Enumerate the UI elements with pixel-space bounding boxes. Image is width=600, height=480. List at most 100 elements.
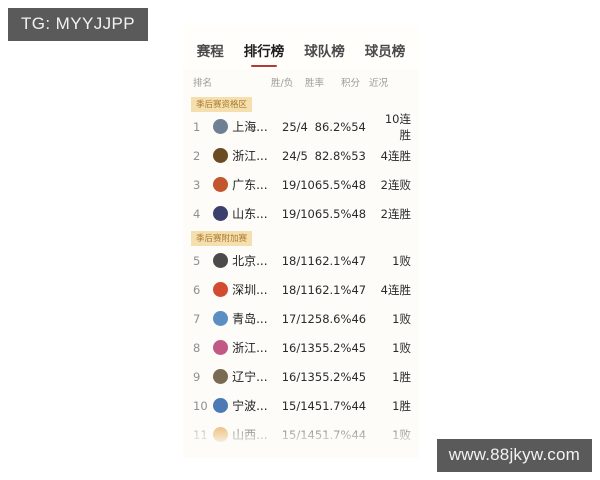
cell-recent-form: 4连胜 bbox=[380, 282, 411, 297]
table-row[interactable]: 5 北京... 18/11 62.1% 47 1败 bbox=[183, 246, 419, 275]
cell-points: 47 bbox=[351, 253, 367, 268]
cell-points: 45 bbox=[351, 369, 367, 384]
table-row[interactable]: 2 浙江... 24/5 82.8% 53 4连胜 bbox=[183, 141, 419, 170]
cell-recent-form: 2连胜 bbox=[375, 456, 411, 459]
tab-standings[interactable]: 排行榜 bbox=[244, 40, 285, 69]
cell-win-pct: 65.5% bbox=[314, 177, 352, 192]
team-logo-icon bbox=[211, 118, 229, 136]
telegram-handle-badge: TG: MYYJJPP bbox=[8, 8, 148, 41]
cell-team-name: 山西... bbox=[232, 428, 268, 442]
cell-team-name: 山东... bbox=[232, 207, 268, 221]
cell-points: 48 bbox=[351, 206, 367, 221]
cell-win-loss: 16/13 bbox=[281, 369, 315, 384]
header-recent: 近况 bbox=[369, 78, 389, 89]
cell-recent-form: 4连胜 bbox=[380, 148, 411, 163]
table-row[interactable]: 11 山西... 15/14 51.7% 44 1败 bbox=[183, 420, 419, 449]
cell-win-pct: 55.2% bbox=[314, 340, 352, 355]
cell-recent-form: 1败 bbox=[392, 253, 411, 268]
team-logo-icon bbox=[211, 147, 229, 165]
cell-points: 44 bbox=[351, 427, 367, 442]
cell-team-name: 广东... bbox=[232, 178, 268, 192]
cell-win-pct: 58.6% bbox=[314, 311, 352, 326]
cell-points: 45 bbox=[351, 340, 367, 355]
team-logo-icon bbox=[211, 397, 229, 415]
cell-win-loss: 13/16 bbox=[282, 457, 315, 459]
team-logo-icon bbox=[211, 205, 229, 223]
cell-win-loss: 18/11 bbox=[281, 282, 315, 297]
table-header: 排名 胜/负 胜率 积分 近况 bbox=[183, 69, 419, 94]
team-logo-icon bbox=[211, 176, 229, 194]
table-row[interactable]: 4 山东... 19/10 65.5% 48 2连胜 bbox=[183, 199, 419, 228]
header-win-pct: 胜率 bbox=[305, 78, 325, 89]
cell-recent-form: 1败 bbox=[392, 427, 411, 442]
cell-win-loss: 17/12 bbox=[281, 311, 315, 326]
divider-playoff-qualify: 季后赛资格区 bbox=[191, 97, 253, 112]
cell-recent-form: 10连胜 bbox=[384, 111, 411, 142]
table-row[interactable]: 1 上海... 25/4 86.2% 54 10连胜 bbox=[183, 111, 419, 142]
cell-team-name: 深圳... bbox=[232, 283, 268, 297]
cell-win-pct: 62.1% bbox=[314, 253, 352, 268]
cell-rank: 11 bbox=[193, 427, 208, 442]
cell-win-loss: 19/10 bbox=[281, 177, 315, 192]
cell-win-loss: 24/5 bbox=[282, 148, 308, 163]
cell-win-pct: 44.8% bbox=[315, 457, 352, 459]
cell-points: 46 bbox=[351, 311, 367, 326]
team-logo-icon bbox=[211, 368, 229, 386]
table-row[interactable]: 12 广州...13/1644.8%422连胜 bbox=[183, 449, 419, 459]
table-row[interactable]: 3 广东... 19/10 65.5% 48 2连败 bbox=[183, 170, 419, 199]
cell-team-name: 浙江... bbox=[232, 341, 268, 355]
cell-team-name: 北京... bbox=[232, 254, 268, 268]
cell-rank: 3 bbox=[193, 177, 201, 192]
cell-team-name: 上海... bbox=[232, 120, 268, 134]
cell-points: 53 bbox=[351, 148, 366, 163]
table-row[interactable]: 8 浙江... 16/13 55.2% 45 1败 bbox=[183, 333, 419, 362]
divider-playoff-playin: 季后赛附加赛 bbox=[191, 231, 253, 246]
standings-rows-top: 1 上海... 25/4 86.2% 54 10连胜 2 浙江... 24/5 82.8% 53 4连… bbox=[183, 112, 419, 228]
cell-team-name: 广州... bbox=[232, 455, 282, 458]
tab-team-rankings[interactable]: 球队榜 bbox=[304, 44, 345, 60]
cell-team-name: 青岛... bbox=[232, 312, 268, 326]
cell-rank: 4 bbox=[193, 206, 201, 221]
team-logo-icon bbox=[211, 455, 229, 459]
cell-points: 47 bbox=[351, 282, 367, 297]
cell-points: 44 bbox=[351, 398, 367, 413]
cell-win-loss: 19/10 bbox=[281, 206, 315, 221]
cell-win-pct: 51.7% bbox=[314, 398, 352, 413]
table-row[interactable]: 10 宁波... 15/14 51.7% 44 1胜 bbox=[183, 391, 419, 420]
cell-points: 54 bbox=[351, 119, 366, 134]
team-logo-icon bbox=[211, 310, 229, 328]
table-row[interactable]: 7 青岛... 17/12 58.6% 46 1败 bbox=[183, 304, 419, 333]
cell-win-pct: 51.7% bbox=[314, 427, 352, 442]
cell-win-loss: 15/14 bbox=[281, 427, 315, 442]
team-logo-icon bbox=[211, 281, 229, 299]
cell-recent-form: 1胜 bbox=[392, 369, 411, 384]
header-win-loss: 胜/负 bbox=[271, 78, 294, 89]
cell-team-name: 辽宁... bbox=[232, 370, 268, 384]
cell-rank: 6 bbox=[193, 282, 201, 297]
cell-recent-form: 1胜 bbox=[392, 398, 411, 413]
cell-points: 42 bbox=[351, 457, 374, 459]
cell-rank: 5 bbox=[193, 253, 201, 268]
cell-rank: 7 bbox=[193, 311, 201, 326]
cell-win-pct: 86.2% bbox=[314, 119, 352, 134]
cell-win-pct: 82.8% bbox=[314, 148, 352, 163]
website-watermark-badge: www.88jkyw.com bbox=[436, 439, 592, 472]
table-row[interactable]: 6 深圳... 18/11 62.1% 47 4连胜 bbox=[183, 275, 419, 304]
cell-win-pct: 65.5% bbox=[314, 206, 352, 221]
cell-win-loss: 18/11 bbox=[281, 253, 315, 268]
tab-schedule[interactable]: 赛程 bbox=[196, 44, 224, 60]
cell-win-pct: 62.1% bbox=[314, 282, 352, 297]
cell-points: 48 bbox=[351, 177, 367, 192]
team-logo-icon bbox=[211, 426, 229, 444]
cell-recent-form: 1败 bbox=[392, 311, 411, 326]
table-row[interactable]: 9 辽宁... 16/13 55.2% 45 1胜 bbox=[183, 362, 419, 391]
cell-team-name: 浙江... bbox=[232, 149, 268, 163]
cell-win-loss: 25/4 bbox=[282, 119, 308, 134]
cell-rank: 8 bbox=[193, 340, 201, 355]
cell-team-name: 宁波... bbox=[232, 399, 268, 413]
team-logo-icon bbox=[211, 339, 229, 357]
tab-bar: 赛程 排行榜 球队榜 球员榜 bbox=[183, 24, 419, 69]
standings-rows-bottom: 5 北京... 18/11 62.1% 47 1败 6 深圳... 18/11 62.1% 47 4连… bbox=[183, 246, 419, 458]
tab-player-rankings[interactable]: 球员榜 bbox=[364, 44, 406, 60]
cell-recent-form: 1败 bbox=[392, 340, 411, 355]
